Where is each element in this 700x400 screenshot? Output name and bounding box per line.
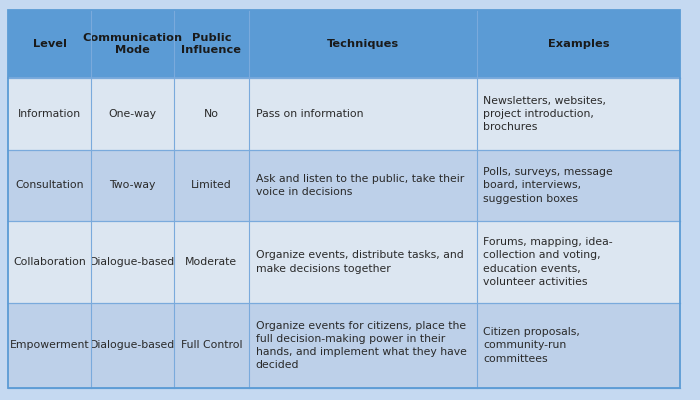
FancyBboxPatch shape <box>8 10 680 78</box>
Text: Dialogue-based: Dialogue-based <box>90 340 175 350</box>
Text: Full Control: Full Control <box>181 340 242 350</box>
Text: Dialogue-based: Dialogue-based <box>90 257 175 267</box>
Text: One-way: One-way <box>108 109 156 119</box>
FancyBboxPatch shape <box>8 150 680 221</box>
Text: Communication
Mode: Communication Mode <box>82 33 183 55</box>
FancyBboxPatch shape <box>8 303 680 388</box>
Text: Pass on information: Pass on information <box>256 109 363 119</box>
Text: Two-way: Two-way <box>109 180 155 190</box>
Text: Moderate: Moderate <box>186 257 237 267</box>
Text: Collaboration: Collaboration <box>13 257 86 267</box>
Text: Limited: Limited <box>191 180 232 190</box>
Text: Techniques: Techniques <box>327 39 399 49</box>
Text: Level: Level <box>33 39 66 49</box>
Text: Empowerment: Empowerment <box>10 340 90 350</box>
Text: Citizen proposals,
community-run
committees: Citizen proposals, community-run committ… <box>483 327 580 364</box>
Text: Examples: Examples <box>548 39 609 49</box>
Text: Polls, surveys, message
board, interviews,
suggestion boxes: Polls, surveys, message board, interview… <box>483 167 612 204</box>
Text: Ask and listen to the public, take their
voice in decisions: Ask and listen to the public, take their… <box>256 174 463 197</box>
Text: Organize events for citizens, place the
full decision-making power in their
hand: Organize events for citizens, place the … <box>256 320 466 370</box>
Text: Consultation: Consultation <box>15 180 84 190</box>
Text: Information: Information <box>18 109 81 119</box>
Text: Public
Influence: Public Influence <box>181 33 242 55</box>
FancyBboxPatch shape <box>8 78 680 150</box>
Text: Forums, mapping, idea-
collection and voting,
education events,
volunteer activi: Forums, mapping, idea- collection and vo… <box>483 237 612 287</box>
FancyBboxPatch shape <box>8 221 680 303</box>
Text: No: No <box>204 109 219 119</box>
Text: Organize events, distribute tasks, and
make decisions together: Organize events, distribute tasks, and m… <box>256 250 463 274</box>
Text: Newsletters, websites,
project introduction,
brochures: Newsletters, websites, project introduct… <box>483 96 606 132</box>
